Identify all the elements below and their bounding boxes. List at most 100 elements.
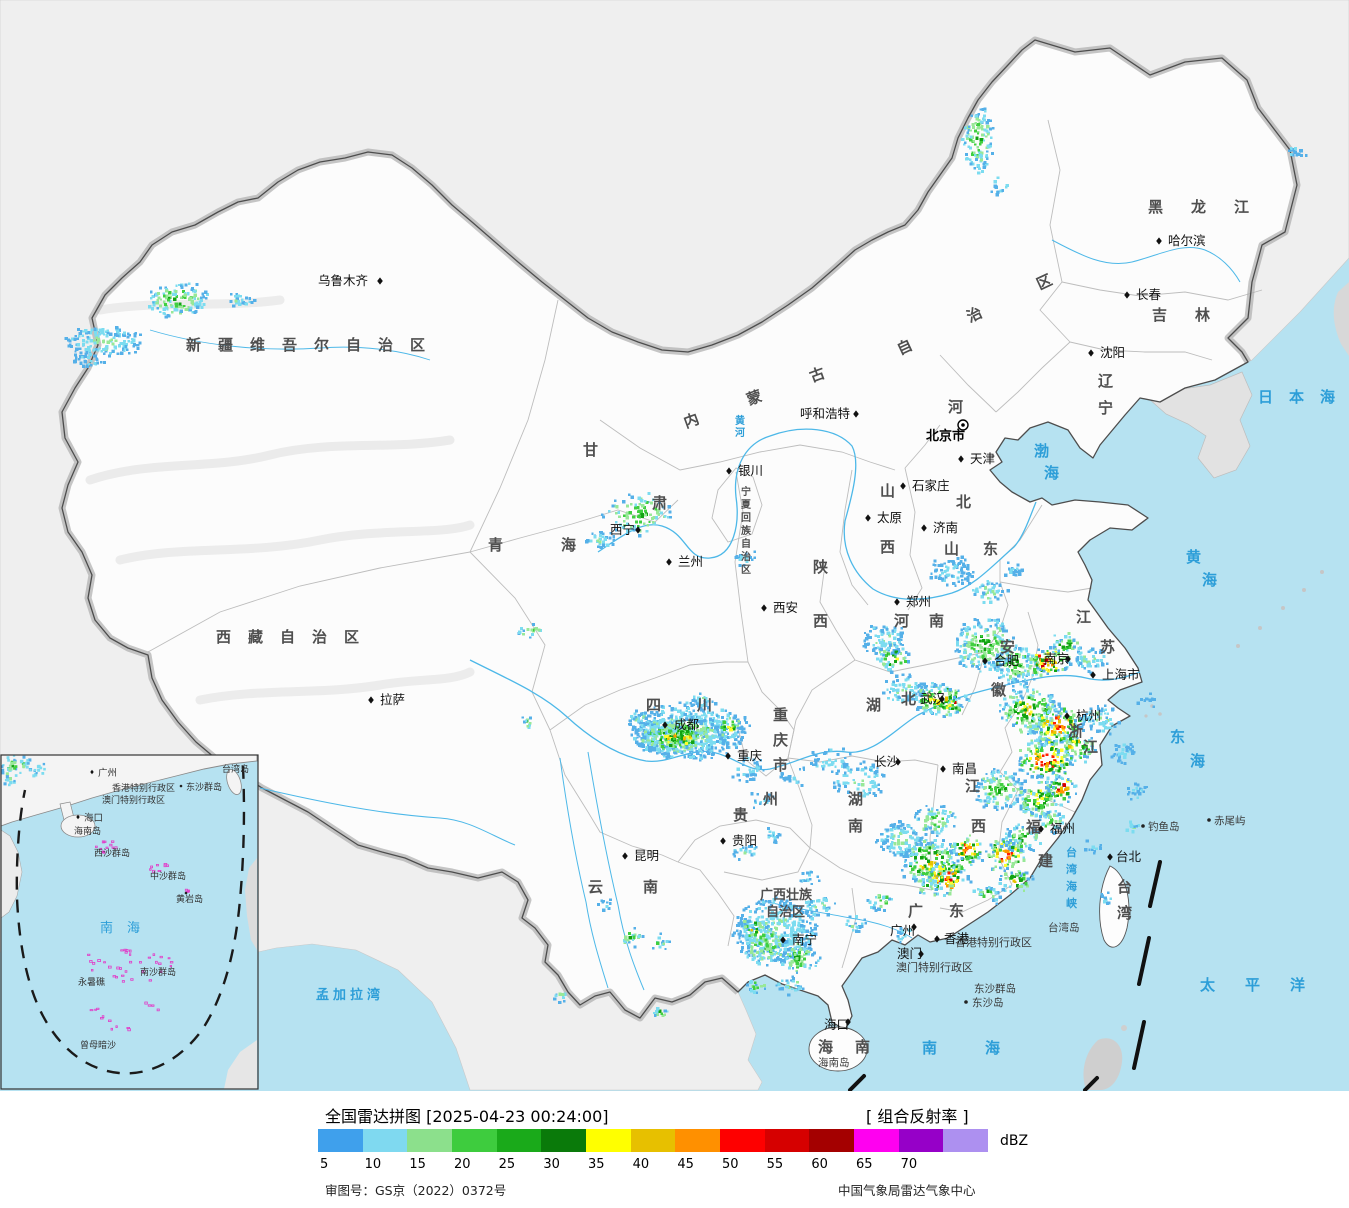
- city-marker: [761, 604, 767, 612]
- inset-border: [0, 754, 259, 1090]
- approval-number: 审图号：GS京（2022）0372号: [325, 1183, 507, 1198]
- inset-island-mark: [147, 956, 151, 959]
- city-marker: [1065, 655, 1071, 663]
- colorscale-box: [675, 1129, 721, 1152]
- terrain-shading: [85, 295, 475, 705]
- colorscale-tick: 40: [632, 1157, 650, 1172]
- island-dot: [1207, 818, 1211, 822]
- inset-island-mark: [157, 870, 162, 873]
- inset-island-mark: [156, 1008, 160, 1012]
- small-island: [1121, 1025, 1127, 1031]
- china-landmass: [62, 40, 1297, 1030]
- city-marker: [894, 598, 900, 606]
- colorscale-box: [720, 1129, 765, 1152]
- colorscale-box: [943, 1129, 989, 1152]
- city-marker: [666, 558, 672, 566]
- inset-island-mark: [128, 949, 132, 953]
- inset-island-mark: [186, 889, 190, 893]
- inset-island-mark: [102, 850, 105, 854]
- colorscale-tick: 55: [766, 1157, 784, 1172]
- taiwan-island: [1099, 865, 1130, 948]
- inset-island-mark: [147, 1004, 152, 1007]
- city-marker: [1090, 671, 1096, 679]
- colorscale-box: [362, 1129, 408, 1152]
- inset-island-mark: [123, 948, 127, 952]
- colorscale-box: [407, 1129, 453, 1152]
- city-marker: [921, 524, 927, 532]
- inset-island-mark: [96, 1007, 100, 1010]
- inset-island-mark: [139, 961, 142, 964]
- inset-island-mark: [109, 843, 113, 847]
- inset-island-mark: [94, 1008, 97, 1011]
- legend-title: 全国雷达拼图 [2025-04-23 00:24:00]: [325, 1107, 609, 1126]
- city-marker: [939, 695, 945, 703]
- inset-island-mark: [114, 846, 118, 850]
- colorscale-tick: 15: [409, 1157, 426, 1172]
- city-marker: [635, 526, 641, 534]
- city-marker: [1124, 291, 1130, 299]
- colorscale-tick: 20: [454, 1157, 471, 1172]
- ryukyu-islands: [1144, 570, 1324, 718]
- luzon-island: [1083, 1038, 1123, 1090]
- inset-island-mark: [105, 846, 109, 849]
- colorscale-tick: 35: [588, 1157, 605, 1172]
- capital-marker-dot: [961, 423, 965, 427]
- inset-island-mark: [111, 846, 115, 849]
- inset-island-mark: [92, 962, 96, 965]
- inset-nine-dash-line: [15, 765, 246, 1075]
- colorscale-tick: 70: [900, 1157, 918, 1172]
- colorscale-box: [496, 1129, 542, 1152]
- inset-island-mark: [125, 949, 129, 952]
- inset-island-mark: [124, 951, 128, 954]
- inset-island-dot: [179, 784, 183, 788]
- colorscale-tick: 60: [811, 1157, 828, 1172]
- city-marker: [76, 814, 80, 820]
- colorscale-tick: 25: [498, 1157, 516, 1172]
- legend-product-label: [ 组合反射率 ]: [866, 1107, 969, 1126]
- inset-island-mark: [163, 864, 167, 868]
- city-marker: [900, 482, 906, 490]
- china-radar-map: 日本海渤海黄海东海台湾海峡南海太平洋孟加拉湾黄河新疆维吾尔自治区西藏自治区青海甘…: [0, 0, 1349, 1091]
- city-marker: [368, 696, 374, 704]
- unit-label: dBZ: [1000, 1133, 1029, 1149]
- inset-island-mark: [152, 869, 156, 873]
- province-borders: [147, 119, 1263, 969]
- inset-island-mark: [155, 864, 159, 867]
- inset-island-mark: [111, 840, 115, 843]
- city-marker: [90, 769, 94, 775]
- inset-island-mark: [149, 868, 152, 871]
- city-marker: [1107, 853, 1113, 861]
- city-marker: [720, 837, 726, 845]
- city-marker: [982, 657, 988, 665]
- colorscale-box: [452, 1129, 497, 1152]
- island-dot: [1141, 824, 1145, 828]
- inset-island-mark: [128, 953, 132, 956]
- city-marker: [377, 277, 383, 285]
- inset-borneo-coast: [224, 1040, 257, 1089]
- inset-island-mark: [124, 970, 128, 973]
- island-dot: [964, 1000, 968, 1004]
- inset-island-mark: [129, 960, 133, 964]
- city-marker: [934, 935, 940, 943]
- inset-island-mark: [150, 865, 154, 869]
- inset-island-mark: [148, 979, 153, 982]
- inset-island-mark: [115, 976, 118, 979]
- colorscale-ticks: 5 10 15 20 25 30 35 40 45 50 55 60 65 70: [318, 1157, 1038, 1173]
- inset-island-mark: [121, 980, 125, 983]
- inset-island-mark: [115, 1025, 118, 1028]
- city-marker: [845, 1018, 851, 1026]
- city-marker: [1064, 712, 1070, 720]
- inset-mainland-coast: [1, 755, 258, 827]
- colorscale-tick: 5: [320, 1157, 329, 1172]
- boundary-dashes: [848, 860, 1162, 1091]
- inset-island-mark: [97, 959, 101, 962]
- colorscale-box: [318, 1129, 363, 1152]
- city-marker: [865, 514, 871, 522]
- inset-island-mark: [130, 978, 134, 981]
- inset-island-mark: [152, 953, 156, 956]
- inset-taiwan: [226, 769, 242, 795]
- inset-island-mark: [110, 1027, 114, 1031]
- inset-island-mark: [160, 970, 163, 973]
- hainan-island: [808, 1026, 868, 1072]
